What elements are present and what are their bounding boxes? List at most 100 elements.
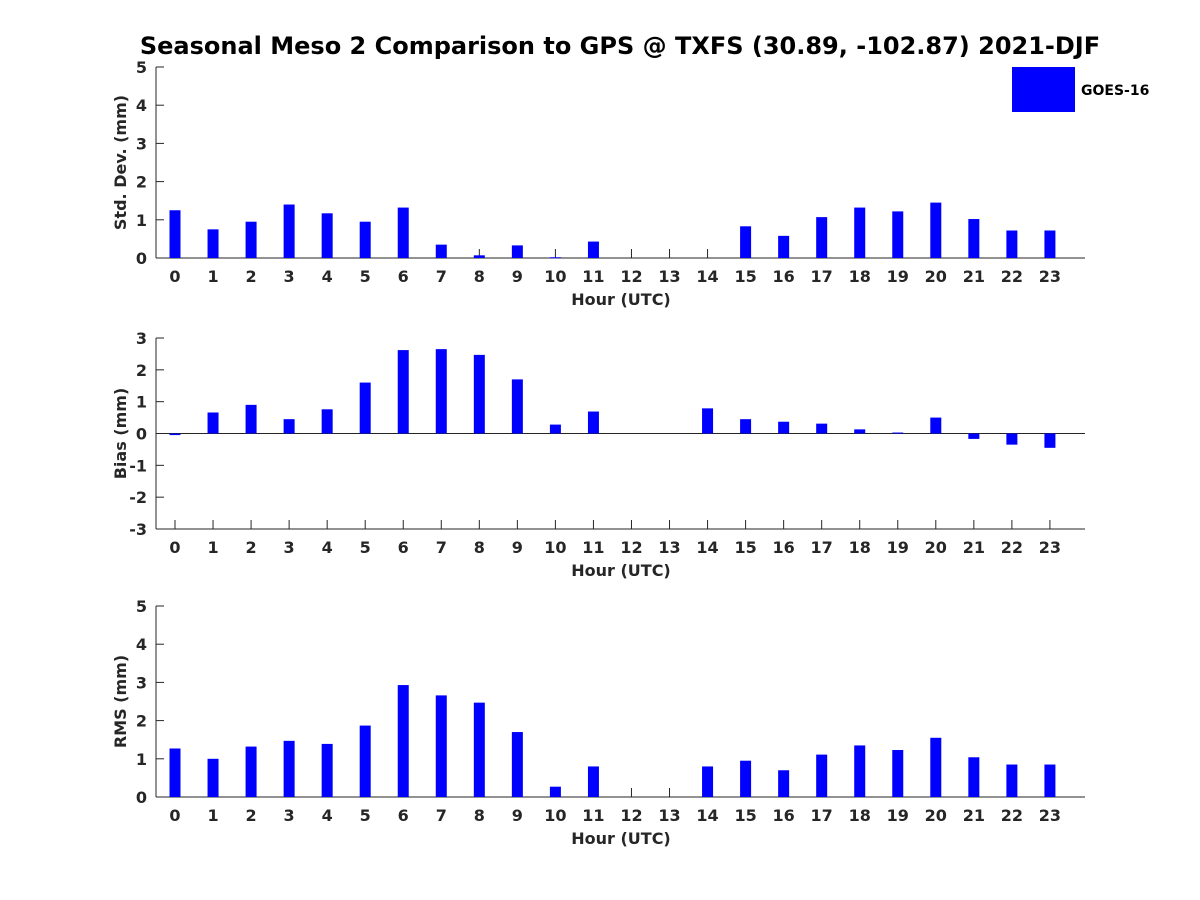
bias-xtick-label: 5 [360, 538, 371, 557]
std-bar-hour-19 [892, 211, 904, 258]
bias-bar-hour-8 [473, 354, 485, 434]
rms-ytick-label: 1 [136, 750, 147, 769]
bias-ytick-label: -2 [129, 488, 147, 507]
rms-bar-hour-16 [778, 770, 790, 797]
rms-ytick-label: 2 [136, 712, 147, 731]
bias-y-label: Bias (mm) [111, 388, 130, 480]
rms-bar-hour-11 [587, 766, 599, 797]
rms-xtick-label: 23 [1039, 806, 1061, 825]
bias-xtick-label: 18 [849, 538, 871, 557]
bias-bar-hour-16 [778, 421, 790, 434]
rms-bar-hour-0 [169, 748, 181, 797]
rms-xtick-label: 18 [849, 806, 871, 825]
bias-bar-hour-2 [245, 404, 257, 434]
rms-xtick-label: 4 [322, 806, 333, 825]
rms-bar-hour-1 [207, 758, 219, 797]
std-xtick-label: 15 [734, 267, 756, 286]
bias-ytick-label: 3 [136, 329, 147, 348]
std-xtick-label: 14 [696, 267, 718, 286]
std-ytick-label: 2 [136, 173, 147, 192]
std-xtick-label: 18 [849, 267, 871, 286]
rms-y-label: RMS (mm) [111, 655, 130, 748]
bias-x-label: Hour (UTC) [571, 561, 671, 580]
rms-bar-hour-22 [1006, 764, 1018, 797]
rms-xtick-label: 10 [544, 806, 566, 825]
std-bar-hour-7 [435, 244, 447, 258]
rms-xtick-label: 3 [284, 806, 295, 825]
rms-bar-hour-8 [473, 702, 485, 797]
std-bar-hour-6 [397, 207, 409, 258]
std-y-label: Std. Dev. (mm) [111, 95, 130, 230]
std-ytick-label: 5 [136, 58, 147, 77]
rms-xtick-label: 16 [773, 806, 795, 825]
bias-xtick-label: 6 [398, 538, 409, 557]
std-bar-hour-9 [511, 245, 523, 258]
rms-bar-hour-21 [968, 757, 980, 797]
bias-xtick-label: 15 [734, 538, 756, 557]
std-bar-hour-2 [245, 221, 257, 258]
bias-bar-hour-17 [816, 423, 828, 434]
rms-ytick-label: 3 [136, 673, 147, 692]
std-bar-hour-0 [169, 210, 181, 258]
bias-bar-hour-1 [207, 412, 219, 434]
std-xtick-label: 1 [207, 267, 218, 286]
std-xtick-label: 11 [582, 267, 604, 286]
rms-xtick-label: 19 [887, 806, 909, 825]
rms-bar-hour-5 [359, 725, 371, 797]
std-xtick-label: 7 [436, 267, 447, 286]
bias-bar-hour-5 [359, 382, 371, 434]
bias-xtick-label: 9 [512, 538, 523, 557]
std-bar-hour-8 [473, 255, 485, 258]
std-xtick-label: 9 [512, 267, 523, 286]
std-bar-hour-5 [359, 221, 371, 258]
bias-ytick-label: 0 [136, 425, 147, 444]
rms-xtick-label: 1 [207, 806, 218, 825]
std-xtick-label: 19 [887, 267, 909, 286]
bias-ytick-label: -3 [129, 520, 147, 539]
std-bar-hour-21 [968, 219, 980, 258]
std-bar-hour-18 [854, 207, 866, 258]
chart-title: Seasonal Meso 2 Comparison to GPS @ TXFS… [140, 32, 1100, 60]
std-bar-hour-1 [207, 229, 219, 258]
legend: GOES-16 [1012, 67, 1149, 112]
bias-xtick-label: 8 [474, 538, 485, 557]
std-x-label: Hour (UTC) [571, 290, 671, 309]
std-bar-hour-17 [816, 217, 828, 258]
std-xtick-label: 23 [1039, 267, 1061, 286]
rms-xtick-label: 20 [925, 806, 947, 825]
rms-bar-hour-17 [816, 754, 828, 797]
bias-bar-hour-23 [1044, 433, 1056, 448]
bias-xtick-label: 14 [696, 538, 718, 557]
bias-bar-hour-3 [283, 419, 295, 434]
bias-ytick-label: -1 [129, 456, 147, 475]
std-xtick-label: 17 [811, 267, 833, 286]
rms-xtick-label: 17 [811, 806, 833, 825]
bias-bar-hour-10 [549, 424, 561, 434]
bias-xtick-label: 16 [773, 538, 795, 557]
legend-label-goes-16: GOES-16 [1081, 83, 1149, 99]
bias-xtick-label: 7 [436, 538, 447, 557]
std-bar-hour-10 [549, 257, 561, 259]
rms-bar-hour-7 [435, 695, 447, 797]
std-ytick-label: 0 [136, 249, 147, 268]
bias-xtick-label: 22 [1001, 538, 1023, 557]
std-bar-hour-16 [778, 235, 790, 258]
bias-bar-hour-6 [397, 350, 409, 434]
std-xtick-label: 2 [246, 267, 257, 286]
rms-xtick-label: 11 [582, 806, 604, 825]
std-ytick-label: 3 [136, 134, 147, 153]
rms-xtick-label: 9 [512, 806, 523, 825]
std-bar-hour-22 [1006, 230, 1018, 258]
bias-ytick-label: 2 [136, 361, 147, 380]
rms-bar-hour-19 [892, 750, 904, 797]
std-xtick-label: 6 [398, 267, 409, 286]
std-xtick-label: 21 [963, 267, 985, 286]
std-xtick-label: 5 [360, 267, 371, 286]
bias-xtick-label: 21 [963, 538, 985, 557]
std-bar-hour-23 [1044, 230, 1056, 258]
